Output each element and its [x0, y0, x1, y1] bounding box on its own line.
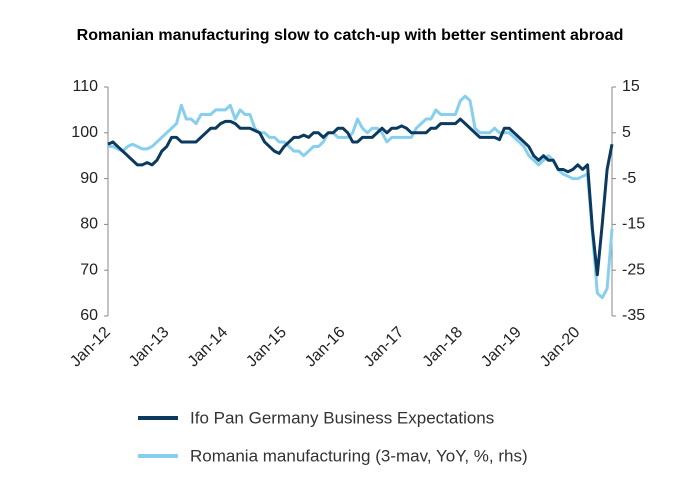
legend-label: Ifo Pan Germany Business Expectations: [190, 408, 494, 427]
chart-title: Romanian manufacturing slow to catch-up …: [77, 27, 624, 44]
x-tick-label: Jan-18: [420, 324, 467, 371]
x-tick-label: Jan-15: [243, 324, 290, 371]
series-line: [108, 94, 614, 300]
y2-tick-label: -35: [622, 307, 645, 324]
y-tick-label: 100: [71, 124, 98, 141]
y-tick-label: 110: [72, 78, 98, 95]
x-tick-label: Jan-20: [537, 324, 584, 371]
y-tick-label: 70: [80, 261, 98, 278]
x-tick-label: Jan-13: [126, 324, 173, 371]
x-tick-label: Jan-12: [67, 324, 114, 371]
y-tick-label: 80: [80, 216, 98, 233]
y2-tick-label: -15: [622, 216, 645, 233]
legend-label: Romania manufacturing (3-mav, YoY, %, rh…: [190, 446, 528, 465]
y-tick-label: 90: [80, 170, 98, 187]
y2-tick-label: -25: [622, 261, 645, 278]
x-tick-label: Jan-14: [185, 324, 232, 371]
x-tick-label: Jan-19: [478, 324, 525, 371]
y-tick-label: 60: [80, 307, 98, 324]
x-tick-label: Jan-16: [302, 324, 349, 371]
series-line: [107, 117, 614, 277]
y2-tick-label: 15: [622, 78, 640, 95]
y2-tick-label: -5: [622, 170, 636, 187]
x-tick-label: Jan-17: [361, 324, 408, 371]
y2-tick-label: 5: [622, 124, 631, 141]
